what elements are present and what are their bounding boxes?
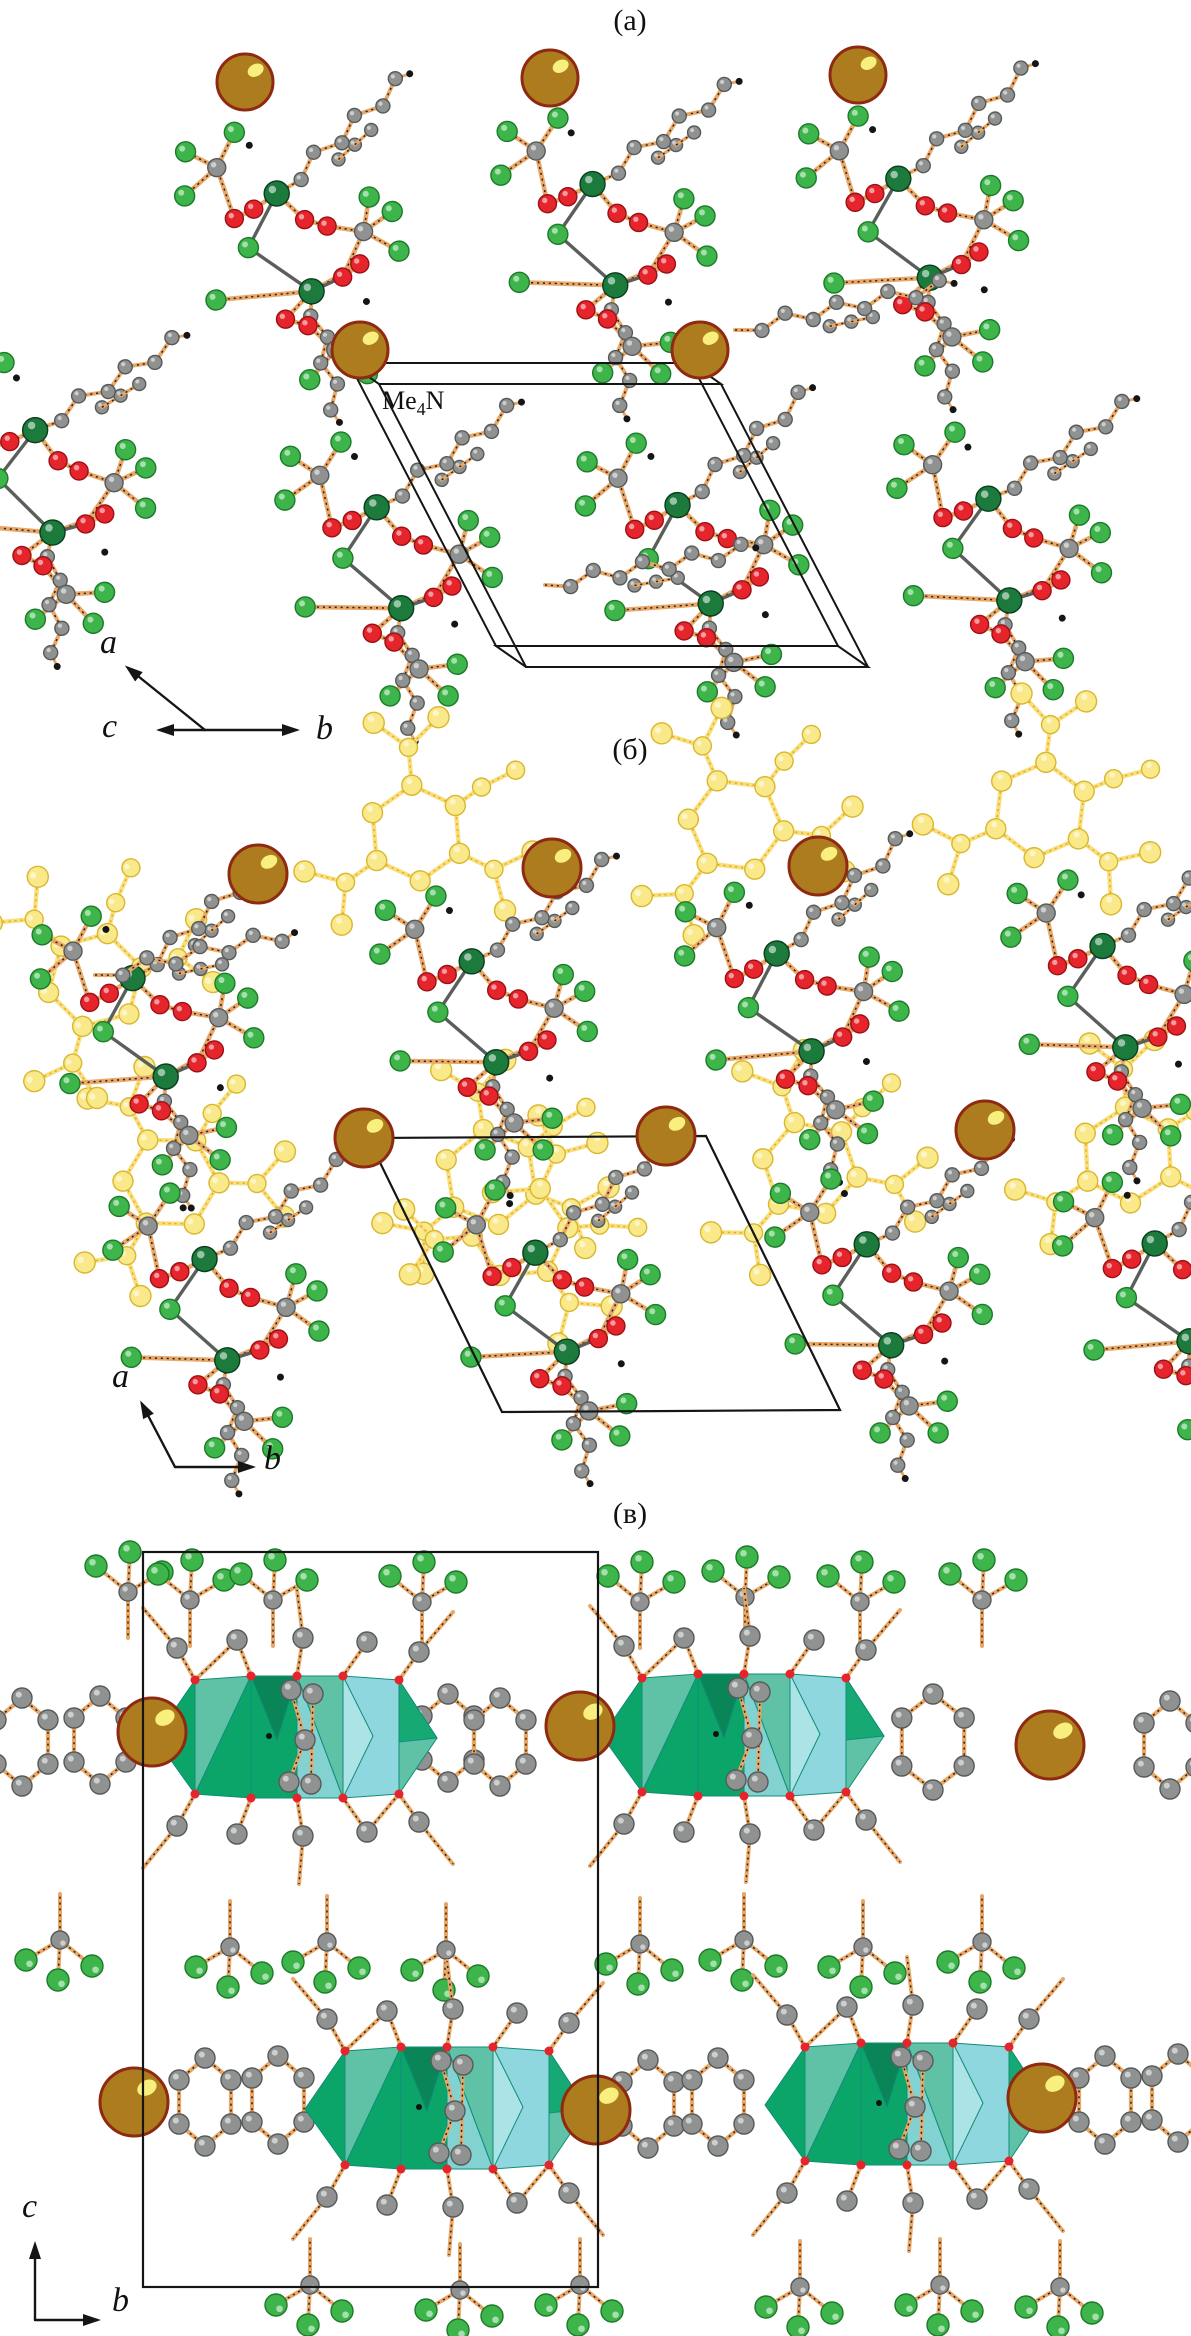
annotation-me4n-sub: 4 — [416, 399, 426, 420]
axis-label-b-panel-b: b — [264, 1440, 281, 1477]
axis-label-b-panel-v: b — [112, 2282, 129, 2319]
axis-label-c-panel-a: c — [102, 708, 118, 745]
panel-label-v: (в) — [612, 1497, 648, 1530]
annotation-me4n-post: N — [425, 386, 445, 415]
axis-label-a-panel-b: a — [112, 1358, 129, 1395]
annotation-me4n: Me4N — [382, 386, 445, 420]
panel-label-a: (а) — [613, 4, 647, 37]
annotation-me4n-pre: Me — [382, 386, 417, 415]
panel-label-b: (б) — [612, 733, 648, 766]
axis-label-b-panel-a: b — [316, 710, 333, 747]
axis-label-c-panel-v: c — [22, 2188, 38, 2225]
axis-label-a-panel-a: a — [100, 624, 117, 661]
